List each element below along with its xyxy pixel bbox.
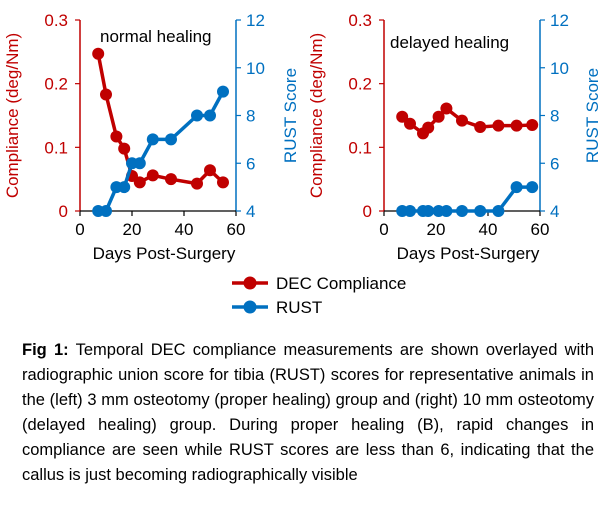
right-x-axis-label: Days Post-Surgery — [397, 244, 540, 263]
left-y-tick-label: 0.3 — [44, 11, 68, 30]
left-rust-point — [146, 133, 159, 146]
caption-text: Temporal DEC compliance measurements are… — [22, 341, 594, 484]
left-compliance-point — [118, 142, 131, 155]
left-y2-tick-label: 8 — [246, 107, 255, 126]
right-y2-axis-label: RUST Score — [583, 68, 602, 163]
left-rust-point — [118, 181, 131, 194]
left-y-tick-label: 0 — [59, 202, 68, 221]
right-rust-point — [456, 205, 468, 217]
right-rust-point — [422, 205, 435, 217]
left-x-tick-label: 40 — [175, 220, 194, 239]
right-compliance-point — [440, 102, 453, 115]
legend-rust-marker — [243, 300, 257, 314]
right-y-tick-label: 0.3 — [348, 11, 372, 30]
right-compliance-point — [456, 114, 468, 127]
right-compliance-point — [492, 119, 505, 132]
left-rust-point — [217, 85, 229, 98]
left-x-axis-label: Days Post-Surgery — [93, 244, 236, 263]
right-compliance-point — [432, 110, 445, 123]
figure-caption: Fig 1: Temporal DEC compliance measureme… — [22, 338, 594, 488]
right-y-axis-label: Compliance (deg/Nm) — [307, 33, 326, 198]
right-x-tick-label: 0 — [379, 220, 388, 239]
legend-compliance-marker — [243, 276, 257, 290]
left-x-tick-label: 20 — [123, 220, 142, 239]
right-rust-point — [510, 181, 523, 194]
left-compliance-point — [191, 177, 203, 190]
legend-rust-label: RUST — [276, 298, 322, 317]
left-y-axis-label: Compliance (deg/Nm) — [3, 33, 22, 198]
left-compliance-point — [110, 130, 123, 143]
right-y2-tick-label: 4 — [550, 202, 559, 221]
right-x-tick-label: 20 — [427, 220, 446, 239]
right-compliance-point — [396, 110, 409, 123]
right-rust-point — [440, 205, 453, 217]
left-compliance-point — [146, 169, 159, 182]
right-y-tick-label: 0.1 — [348, 138, 372, 157]
left-compliance-line — [96, 53, 225, 186]
right-rust-point — [526, 181, 539, 194]
right-y2-tick-label: 10 — [550, 59, 569, 78]
left-rust-point — [133, 157, 146, 170]
left-y2-tick-label: 6 — [246, 154, 255, 173]
legend-compliance-label: DEC Compliance — [276, 274, 406, 293]
right-y-tick-label: 0 — [363, 202, 372, 221]
right-rust-point — [404, 205, 416, 217]
right-rust-point — [492, 205, 505, 217]
right-y2-tick-label: 8 — [550, 107, 559, 126]
right-compliance-point — [474, 120, 487, 133]
caption-label: Fig 1: — [22, 341, 69, 359]
right-x-tick-label: 40 — [479, 220, 498, 239]
right-y2-tick-label: 6 — [550, 154, 559, 173]
right-compliance-point — [422, 121, 435, 134]
left-x-tick-label: 60 — [227, 220, 246, 239]
left-y2-axis-label: RUST Score — [281, 68, 300, 163]
left-rust-point — [204, 109, 216, 122]
left-y-tick-label: 0.1 — [44, 138, 68, 157]
left-y2-tick-label: 10 — [246, 59, 265, 78]
left-rust-point — [100, 205, 112, 217]
right-compliance-point — [510, 119, 523, 132]
right-compliance-point — [526, 119, 539, 132]
left-annotation: normal healing — [100, 27, 212, 46]
right-y2-tick-label: 12 — [550, 11, 569, 30]
left-compliance-point — [165, 173, 177, 186]
left-compliance-point — [100, 88, 112, 101]
right-y-tick-label: 0.2 — [348, 75, 372, 94]
right-annotation: delayed healing — [390, 33, 509, 52]
left-compliance-point — [204, 164, 216, 177]
right-x-tick-label: 60 — [531, 220, 550, 239]
left-rust-point — [165, 133, 177, 146]
right-compliance-point — [404, 117, 416, 130]
left-compliance-point — [217, 176, 229, 189]
left-compliance-point — [133, 176, 146, 189]
left-y-tick-label: 0.2 — [44, 75, 68, 94]
left-y2-tick-label: 12 — [246, 11, 265, 30]
left-compliance-point — [92, 47, 105, 60]
left-y2-tick-label: 4 — [246, 202, 255, 221]
left-x-tick-label: 0 — [75, 220, 84, 239]
left-rust-point — [191, 109, 203, 122]
right-rust-point — [474, 205, 487, 217]
